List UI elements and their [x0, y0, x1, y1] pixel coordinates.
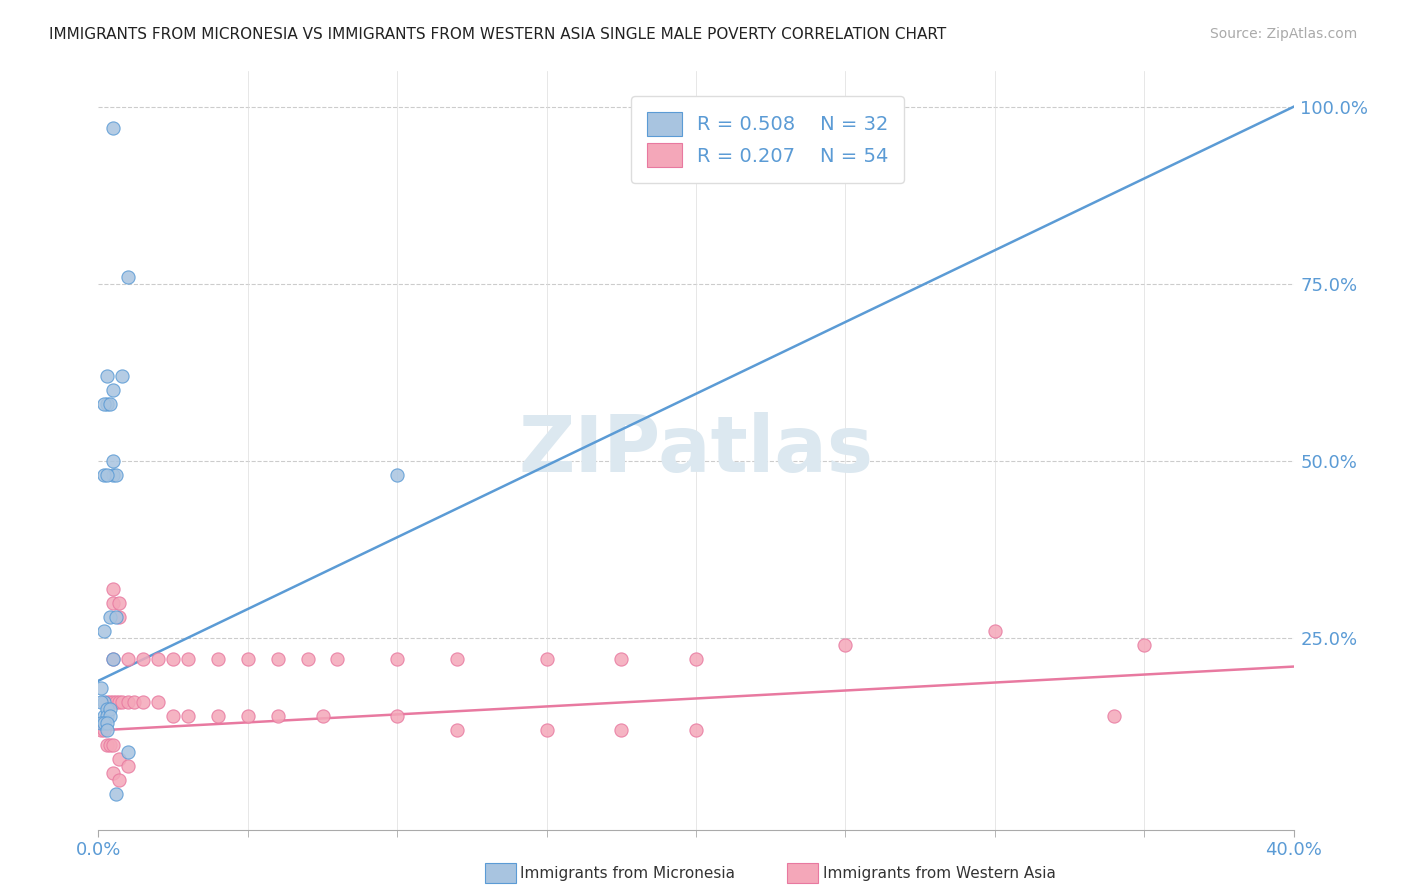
Point [834, 638, 856, 652]
Point [93, 695, 115, 709]
Point [90, 681, 112, 695]
Point [148, 652, 170, 666]
Point [108, 772, 131, 787]
Point [117, 745, 139, 759]
Point [446, 652, 468, 666]
Point [98, 702, 122, 716]
Point [103, 383, 125, 397]
Point [103, 454, 125, 468]
Point [207, 709, 229, 723]
Point [132, 652, 155, 666]
Point [103, 468, 125, 483]
Point [536, 652, 558, 666]
Point [96, 738, 118, 752]
Point [98, 397, 122, 411]
Point [105, 610, 128, 624]
Point [103, 695, 125, 709]
Point [93, 716, 115, 731]
Point [124, 695, 146, 709]
Point [90, 695, 112, 709]
Point [148, 695, 170, 709]
Point [103, 652, 125, 666]
Point [610, 723, 633, 738]
Text: IMMIGRANTS FROM MICRONESIA VS IMMIGRANTS FROM WESTERN ASIA SINGLE MALE POVERTY C: IMMIGRANTS FROM MICRONESIA VS IMMIGRANTS… [49, 27, 946, 42]
Point [98, 610, 122, 624]
Point [207, 652, 229, 666]
Point [385, 709, 409, 723]
Point [108, 610, 131, 624]
Point [90, 716, 112, 731]
Point [103, 738, 125, 752]
Point [536, 723, 558, 738]
Point [98, 709, 122, 723]
Point [610, 652, 633, 666]
Legend: R = 0.508    N = 32, R = 0.207    N = 54: R = 0.508 N = 32, R = 0.207 N = 54 [631, 96, 904, 183]
Point [108, 752, 131, 766]
Point [103, 765, 125, 780]
Point [297, 652, 319, 666]
Point [96, 369, 118, 384]
Point [162, 709, 184, 723]
Point [1104, 709, 1126, 723]
Point [105, 468, 128, 483]
Point [103, 596, 125, 610]
Point [93, 624, 115, 639]
Point [96, 702, 118, 716]
Point [93, 468, 115, 483]
Point [98, 695, 122, 709]
Point [132, 695, 155, 709]
Point [93, 709, 115, 723]
Point [93, 723, 115, 738]
Point [117, 652, 139, 666]
Point [103, 121, 125, 136]
Point [385, 652, 409, 666]
Point [111, 695, 134, 709]
Point [177, 652, 200, 666]
Point [446, 723, 468, 738]
Point [162, 652, 184, 666]
Point [103, 652, 125, 666]
Point [267, 652, 290, 666]
Text: Immigrants from Western Asia: Immigrants from Western Asia [823, 866, 1056, 880]
Text: ZIPatlas: ZIPatlas [519, 412, 873, 489]
Point [177, 709, 200, 723]
Text: Immigrants from Micronesia: Immigrants from Micronesia [520, 866, 735, 880]
Point [117, 269, 139, 284]
Point [96, 468, 118, 483]
Point [117, 695, 139, 709]
Point [326, 652, 349, 666]
Point [90, 723, 112, 738]
Point [236, 652, 259, 666]
Point [111, 369, 134, 384]
Point [685, 652, 707, 666]
Point [93, 397, 115, 411]
Point [108, 695, 131, 709]
Point [98, 738, 122, 752]
Point [117, 759, 139, 773]
Point [984, 624, 1007, 639]
Point [96, 709, 118, 723]
Text: Source: ZipAtlas.com: Source: ZipAtlas.com [1209, 27, 1357, 41]
Point [108, 596, 131, 610]
Point [105, 695, 128, 709]
Point [1133, 638, 1156, 652]
Point [311, 709, 333, 723]
Point [236, 709, 259, 723]
Point [96, 716, 118, 731]
Point [267, 709, 290, 723]
Point [385, 468, 409, 483]
Point [103, 582, 125, 596]
Point [685, 723, 707, 738]
Point [96, 723, 118, 738]
Point [96, 397, 118, 411]
Point [96, 695, 118, 709]
Point [105, 787, 128, 801]
